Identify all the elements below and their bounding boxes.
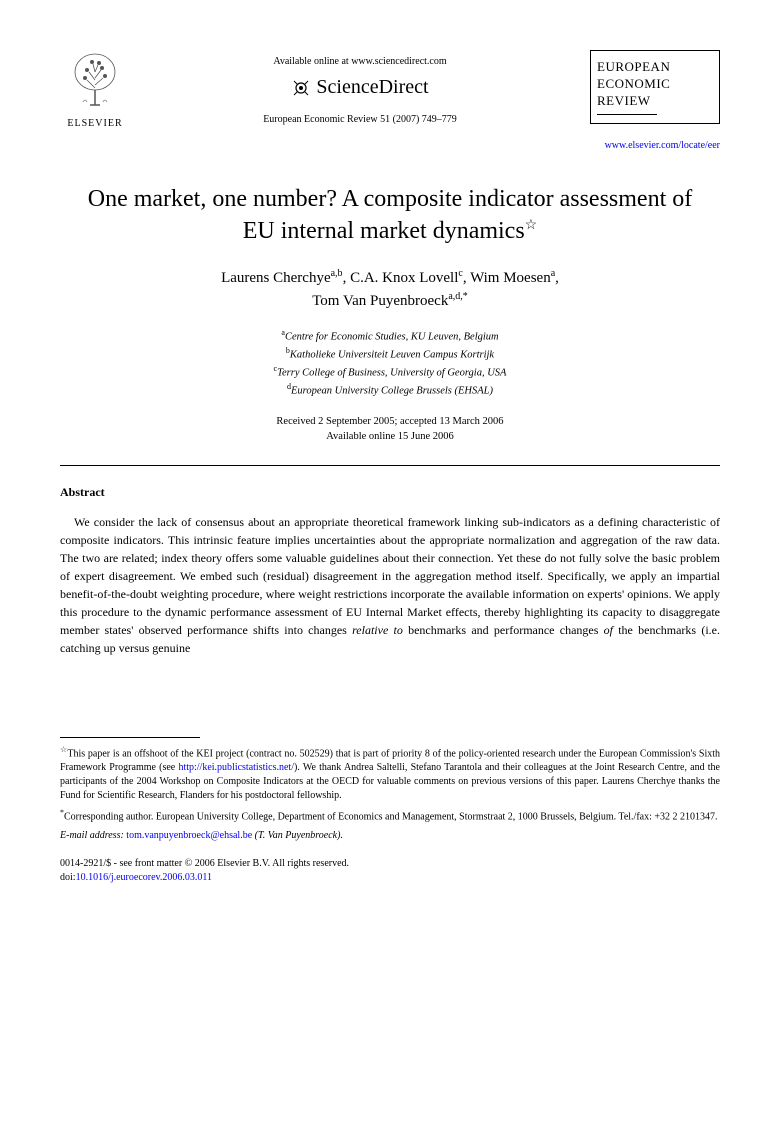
author-3: Wim Moesen (470, 270, 551, 286)
elsevier-label: ELSEVIER (60, 117, 130, 131)
affiliation-c: Terry College of Business, University of… (277, 368, 506, 379)
author-2-aff: c (458, 268, 462, 279)
dates-block: Received 2 September 2005; accepted 13 M… (60, 414, 720, 446)
journal-box-line2: ECONOMIC (597, 76, 713, 93)
email-link[interactable]: tom.vanpuyenbroeck@ehsal.be (126, 830, 252, 841)
sciencedirect-icon (291, 78, 311, 98)
affiliation-d: European University College Brussels (EH… (291, 386, 493, 397)
footnote-corresponding: *Corresponding author. European Universi… (60, 807, 720, 824)
email-name: (T. Van Puyenbroeck). (255, 830, 343, 841)
author-1-aff: a,b (331, 268, 343, 279)
title-note-marker: ☆ (525, 218, 538, 233)
authors-block: Laurens Cherchyea,b, C.A. Knox Lovellc, … (60, 266, 720, 313)
article-title: One market, one number? A composite indi… (60, 183, 720, 248)
abstract-text-2: benchmarks and performance changes (403, 623, 604, 637)
journal-title-box: EUROPEAN ECONOMIC REVIEW (590, 50, 720, 124)
abstract-italic-1: relative to (352, 623, 403, 637)
doi-link[interactable]: 10.1016/j.euroecorev.2006.03.011 (76, 872, 212, 883)
email-label: E-mail address: (60, 830, 124, 841)
footnote-star-link[interactable]: http://kei.publicstatistics.net/ (178, 762, 294, 773)
corresponding-marker: * (463, 291, 468, 302)
sciencedirect-logo: ScienceDirect (130, 73, 590, 101)
footnote-corr-text: Corresponding author. European Universit… (64, 812, 718, 823)
journal-box-line1: EUROPEAN (597, 59, 713, 76)
abstract-text-1: We consider the lack of consensus about … (60, 515, 720, 637)
doi-line: doi:10.1016/j.euroecorev.2006.03.011 (60, 871, 720, 885)
available-online-date: Available online 15 June 2006 (326, 431, 454, 442)
footnote-divider (60, 737, 200, 738)
elsevier-logo: ELSEVIER (60, 50, 130, 131)
footnote-star: ☆This paper is an offshoot of the KEI pr… (60, 744, 720, 803)
author-1: Laurens Cherchye (221, 270, 331, 286)
journal-box-underline (597, 114, 657, 115)
author-3-aff: a (551, 268, 555, 279)
available-online-text: Available online at www.sciencedirect.co… (130, 55, 590, 69)
elsevier-tree-icon (65, 50, 125, 110)
author-2: C.A. Knox Lovell (350, 270, 458, 286)
page-header: ELSEVIER Available online at www.science… (60, 50, 720, 131)
author-4: Tom Van Puyenbroeck (312, 293, 448, 309)
author-4-aff: a,d, (448, 291, 462, 302)
received-accepted-date: Received 2 September 2005; accepted 13 M… (276, 416, 503, 427)
issn-copyright: 0014-2921/$ - see front matter © 2006 El… (60, 857, 720, 871)
abstract-italic-2: of (604, 623, 613, 637)
title-text: One market, one number? A composite indi… (88, 186, 693, 244)
section-divider (60, 465, 720, 466)
center-header: Available online at www.sciencedirect.co… (130, 50, 590, 127)
sciencedirect-text: ScienceDirect (316, 76, 428, 98)
affiliation-b: Katholieke Universiteit Leuven Campus Ko… (290, 349, 494, 360)
bottom-info: 0014-2921/$ - see front matter © 2006 El… (60, 857, 720, 885)
abstract-heading: Abstract (60, 484, 720, 501)
journal-reference: European Economic Review 51 (2007) 749–7… (130, 113, 590, 127)
footnote-email: E-mail address: tom.vanpuyenbroeck@ehsal… (60, 829, 720, 843)
doi-label: doi: (60, 872, 76, 883)
abstract-body: We consider the lack of consensus about … (60, 513, 720, 657)
affiliations-block: aCentre for Economic Studies, KU Leuven,… (60, 327, 720, 400)
journal-box-line3: REVIEW (597, 93, 713, 110)
journal-url-link[interactable]: www.elsevier.com/locate/eer (60, 139, 720, 153)
affiliation-a: Centre for Economic Studies, KU Leuven, … (285, 331, 499, 342)
